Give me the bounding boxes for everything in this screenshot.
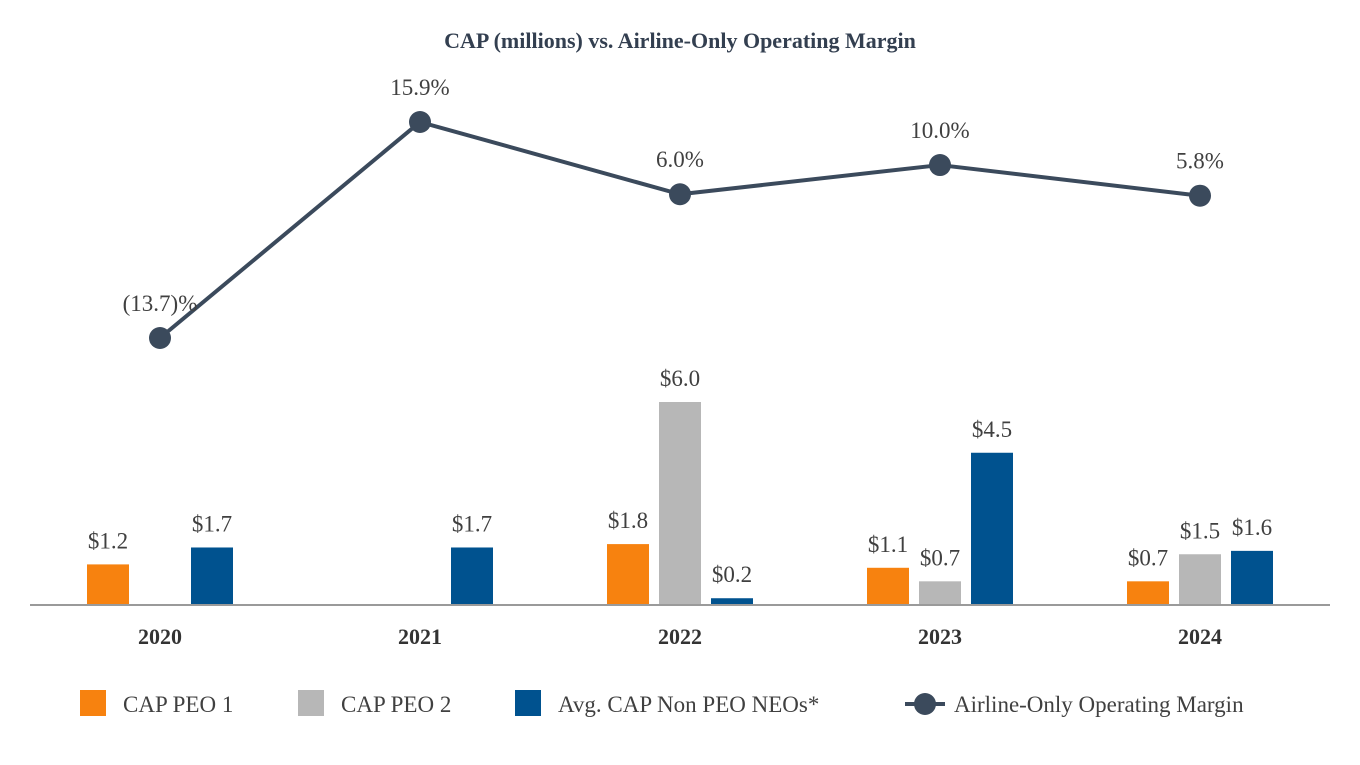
margin-data-label: (13.7)% — [123, 291, 198, 316]
bar-data-label: $0.2 — [712, 562, 752, 587]
legend-label: CAP PEO 2 — [341, 692, 451, 717]
bar-avg-cap-non-peo-neos--2022 — [711, 598, 753, 605]
bar-cap-peo-2-2023 — [919, 581, 961, 605]
margin-data-label: 10.0% — [910, 118, 969, 143]
x-tick-label: 2021 — [398, 624, 442, 649]
legend-label: CAP PEO 1 — [123, 692, 233, 717]
bar-data-label: $4.5 — [972, 417, 1012, 442]
legend-swatch-3 — [515, 690, 541, 716]
margin-data-label: 15.9% — [390, 75, 449, 100]
bar-avg-cap-non-peo-neos--2023 — [971, 452, 1013, 605]
margin-point-2020 — [149, 327, 171, 349]
margin-data-label: 6.0% — [656, 147, 704, 172]
legend-swatch-2 — [298, 690, 324, 716]
x-axis-labels: 2020 2021 2022 2023 2024 — [138, 624, 1222, 649]
bar-data-label: $1.8 — [608, 508, 648, 533]
bar-data-label: $6.0 — [660, 366, 700, 391]
bar-data-label: $0.7 — [920, 545, 960, 570]
margin-point-2023 — [929, 154, 951, 177]
bar-cap-peo-1-2020 — [87, 564, 129, 605]
bar-cap-peo-1-2022 — [607, 544, 649, 605]
margin-point-2021 — [409, 111, 431, 133]
bar-data-label: $1.5 — [1180, 518, 1220, 543]
x-tick-label: 2020 — [138, 624, 182, 649]
bar-data-label: $1.6 — [1232, 515, 1272, 540]
x-tick-label: 2023 — [918, 624, 962, 649]
chart-title: CAP (millions) vs. Airline-Only Operatin… — [444, 28, 916, 53]
bars-group: $1.2 $1.8 $1.1 $0.7 $6.0 $0.7 $1.5 $1.7 $1.7 $0.2… — [87, 366, 1273, 605]
bar-cap-peo-1-2023 — [867, 567, 909, 605]
x-tick-label: 2022 — [658, 624, 702, 649]
margin-data-label: 5.8% — [1176, 149, 1224, 174]
bar-avg-cap-non-peo-neos--2020 — [191, 547, 233, 605]
bar-data-label: $1.2 — [88, 528, 128, 553]
bar-cap-peo-2-2022 — [659, 402, 701, 605]
margin-point-2024 — [1189, 184, 1211, 207]
bar-data-label: $1.7 — [192, 511, 232, 536]
bar-avg-cap-non-peo-neos--2024 — [1231, 550, 1273, 605]
bar-data-label: $0.7 — [1128, 545, 1168, 570]
legend-label: Airline-Only Operating Margin — [954, 692, 1244, 717]
legend-swatch-1 — [80, 690, 106, 716]
x-tick-label: 2024 — [1178, 624, 1222, 649]
bar-cap-peo-2-2024 — [1179, 554, 1221, 605]
bar-data-label: $1.7 — [452, 511, 492, 536]
bar-cap-peo-1-2024 — [1127, 581, 1169, 605]
legend: CAP PEO 1 CAP PEO 2 Avg. CAP Non PEO NEOs*… — [80, 690, 1244, 717]
legend-label: Avg. CAP Non PEO NEOs* — [558, 692, 819, 717]
margin-line-group: (13.7)% 15.9% 6.0% 10.0% 5.8% — [123, 75, 1224, 349]
margin-point-2022 — [669, 183, 691, 206]
bar-avg-cap-non-peo-neos--2021 — [451, 547, 493, 605]
bar-data-label: $1.1 — [868, 532, 908, 557]
legend-point-marker — [914, 693, 936, 715]
